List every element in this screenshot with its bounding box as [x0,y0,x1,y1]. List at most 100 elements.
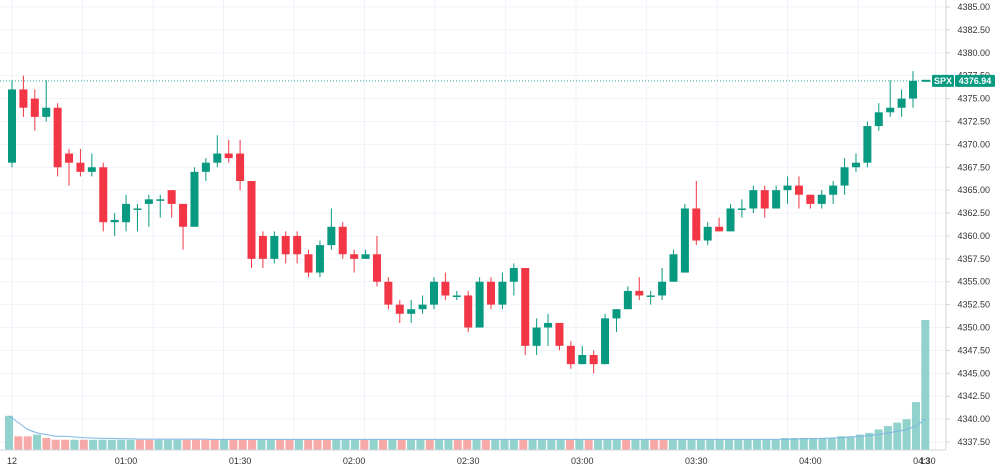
candle-up[interactable] [156,199,165,201]
candle-up[interactable] [612,309,621,319]
candle-down[interactable] [258,235,267,259]
candle-down[interactable] [715,226,724,232]
volume-bar [809,438,818,450]
candle-down[interactable] [384,281,393,305]
volume-bar [229,439,238,450]
candle-up[interactable] [327,226,336,246]
candle-down[interactable] [441,281,450,296]
candle-down[interactable] [806,194,815,204]
candle-down[interactable] [247,181,256,259]
volume-bar [266,439,275,450]
price-axis[interactable]: 4385.004382.504380.004377.504375.004372.… [946,2,990,447]
candle-up[interactable] [851,162,860,168]
candle-down[interactable] [338,226,347,255]
candle-down[interactable] [281,235,290,255]
candle-up[interactable] [601,318,610,365]
candle-up[interactable] [270,235,279,259]
candle-up[interactable] [42,107,51,117]
candle-up[interactable] [909,80,917,99]
candle-up[interactable] [429,281,438,305]
candle-up[interactable] [475,281,484,328]
candle-down[interactable] [395,304,404,314]
candle-down[interactable] [794,185,803,195]
candle-up[interactable] [144,199,153,204]
candle-down[interactable] [487,281,496,305]
candle-up[interactable] [623,290,632,310]
candle-down[interactable] [53,107,62,168]
candle-up[interactable] [452,295,461,297]
candle-up[interactable] [783,185,792,191]
candles[interactable] [8,71,917,374]
candle-down[interactable] [521,268,530,346]
candle-up[interactable] [829,185,838,195]
candle-up[interactable] [544,322,553,328]
volume-bar [89,439,98,450]
price-tick-label: 4347.50 [957,345,990,355]
candle-up[interactable] [646,295,655,297]
candle-down[interactable] [304,254,313,273]
candle-down[interactable] [350,254,359,259]
volume-bar [444,439,453,450]
candle-up[interactable] [817,194,826,204]
candle-up[interactable] [578,355,587,365]
candle-up[interactable] [772,190,781,209]
price-tick-label: 4350.00 [957,323,990,333]
candle-down[interactable] [224,153,233,159]
candle-up[interactable] [680,208,689,273]
candle-up[interactable] [110,219,119,223]
volume-bar [678,439,687,450]
candle-down[interactable] [236,153,245,181]
candle-up[interactable] [315,245,324,273]
candle-down[interactable] [566,345,575,365]
candle-up[interactable] [509,268,518,282]
candle-down[interactable] [167,190,176,204]
volume-bar [696,439,705,450]
candle-up[interactable] [840,167,849,186]
time-axis[interactable]: 12 01:00 01:30 02:00 02:30 03:00 03:30 04:00 04:… [7,456,1000,466]
volume-bar [5,415,13,450]
volume-bar [341,439,350,450]
candle-up[interactable] [658,281,667,296]
candle-up[interactable] [8,89,16,163]
candle-up[interactable] [749,190,758,209]
candle-up[interactable] [418,304,427,310]
candle-up[interactable] [737,208,746,210]
candle-up[interactable] [407,309,416,314]
candle-down[interactable] [589,355,598,365]
candle-up[interactable] [886,107,895,113]
candle-up[interactable] [863,126,872,163]
candle-up[interactable] [190,171,199,227]
candle-down[interactable] [760,190,769,209]
candle-down[interactable] [179,203,188,227]
candle-up[interactable] [874,112,883,127]
volume-bar [715,439,724,450]
candle-up[interactable] [498,281,507,305]
candle-up[interactable] [361,254,370,259]
candle-up[interactable] [703,226,712,241]
candle-up[interactable] [532,327,541,346]
candle-down[interactable] [99,167,108,223]
candle-up[interactable] [201,162,210,172]
candle-down[interactable] [76,162,85,172]
candle-down[interactable] [293,235,302,255]
candle-down[interactable] [635,290,644,296]
candle-up[interactable] [897,98,906,108]
candle-down[interactable] [692,208,701,241]
candle-down[interactable] [464,295,473,328]
candle-up[interactable] [133,208,142,210]
candle-up[interactable] [726,208,735,232]
candle-up[interactable] [87,167,96,172]
candle-down[interactable] [30,98,39,117]
candle-up[interactable] [122,203,131,223]
candle-up[interactable] [213,153,222,163]
volume-bar [631,439,640,450]
candle-down[interactable] [372,254,381,282]
candle-down[interactable] [555,322,564,346]
candle-down[interactable] [19,89,28,108]
candle-down[interactable] [65,153,74,163]
volume-bar [640,439,649,450]
volume-bar [902,419,911,450]
candle-up[interactable] [669,254,678,282]
price-tick-label: 4370.00 [957,139,990,149]
